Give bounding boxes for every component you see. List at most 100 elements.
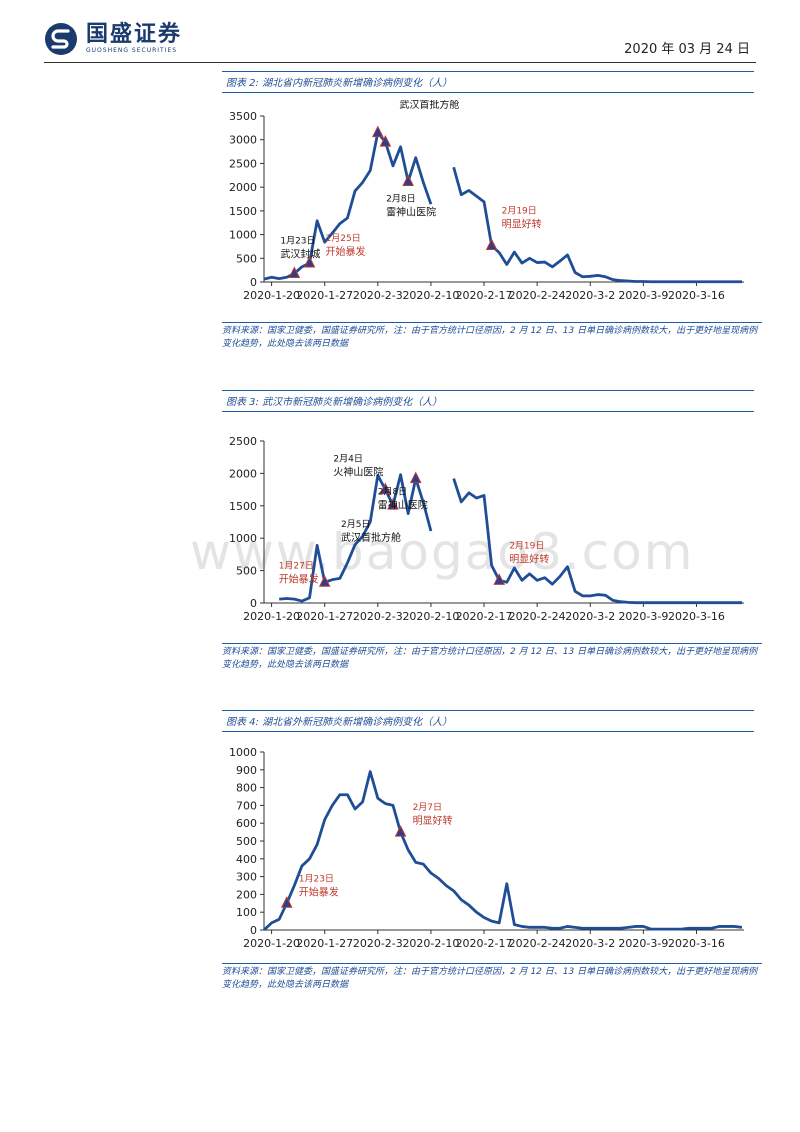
y-tick-label: 500	[236, 565, 257, 578]
company-logo: 国盛证券 GUOSHENG SECURITIES	[44, 22, 182, 56]
annotation-label: 武汉首批方舱	[341, 531, 401, 544]
x-tick-label: 2020-3-9	[618, 610, 668, 623]
y-tick-label: 600	[236, 817, 257, 830]
x-tick-label: 2020-2-17	[456, 937, 513, 950]
y-tick-label: 0	[250, 924, 257, 937]
y-tick-label: 2500	[229, 435, 257, 448]
y-tick-label: 2000	[229, 181, 257, 194]
y-tick-label: 800	[236, 782, 257, 795]
x-tick-label: 2020-1-20	[243, 937, 300, 950]
guosheng-logo-icon	[45, 23, 77, 55]
y-tick-label: 200	[236, 888, 257, 901]
annotation-label: 2月19日	[502, 205, 537, 216]
event-marker-icon	[379, 482, 392, 495]
annotation-label: 开始暴发	[326, 245, 366, 258]
y-tick-label: 1000	[229, 746, 257, 759]
x-tick-label: 2020-3-16	[668, 937, 725, 950]
x-tick-label: 2020-3-9	[618, 289, 668, 302]
y-tick-label: 900	[236, 764, 257, 777]
series-line	[263, 770, 743, 932]
y-tick-label: 1000	[229, 229, 257, 242]
x-tick-label: 2020-2-24	[509, 610, 566, 623]
x-tick-label: 2020-3-16	[668, 610, 725, 623]
figure-4-caption-box: 图表 4: 湖北省外新冠肺炎新增确诊病例变化（人）	[222, 710, 754, 732]
report-date: 2020 年 03 月 24 日	[624, 42, 750, 57]
hubei-daily-cases-chart: 05001000150020002500300035002020-1-20202…	[229, 100, 744, 302]
y-tick-label: 1000	[229, 532, 257, 545]
x-tick-label: 2020-3-2	[565, 289, 615, 302]
figure-4-source-note: 资料来源：国家卫健委，国盛证券研究所，注：由于官方统计口径原因，2 月 12 日…	[222, 963, 762, 992]
annotation-label: 雷神山医院	[386, 205, 436, 218]
annotation-label: 明显好转	[509, 552, 549, 565]
x-tick-label: 2020-3-9	[618, 937, 668, 950]
event-marker-icon	[280, 896, 293, 908]
page-header: 国盛证券 GUOSHENG SECURITIES 2020 年 03 月 24 …	[0, 0, 800, 70]
y-tick-label: 100	[236, 906, 257, 919]
annotation-label: 2月7日	[413, 802, 442, 813]
annotation-label: 雷神山医院	[378, 499, 428, 512]
event-marker-icon	[493, 573, 506, 585]
series-line	[279, 473, 433, 603]
x-tick-label: 2020-1-27	[296, 289, 353, 302]
x-tick-label: 2020-2-3	[353, 610, 403, 623]
event-marker-icon	[372, 125, 384, 138]
annotation-label: 1月23日	[299, 873, 334, 884]
y-tick-label: 3500	[229, 110, 257, 123]
x-tick-label: 2020-2-17	[456, 289, 513, 302]
x-tick-label: 2020-1-27	[296, 610, 353, 623]
y-tick-label: 1500	[229, 205, 257, 218]
figure-2-source-note: 资料来源：国家卫健委，国盛证券研究所，注：由于官方统计口径原因，2 月 12 日…	[222, 322, 762, 351]
x-tick-label: 2020-3-2	[565, 610, 615, 623]
y-tick-label: 0	[250, 597, 257, 610]
series-line	[452, 166, 742, 284]
outside-hubei-daily-cases-chart: 0 100 200 300 400 500 600 700 800 900 1000 2020-1-2…	[229, 746, 744, 950]
logo-english-text: GUOSHENG SECURITIES	[86, 47, 178, 54]
x-tick-label: 2020-2-24	[509, 937, 566, 950]
event-marker-icon	[394, 824, 407, 837]
y-tick-label: 2500	[229, 157, 257, 170]
y-tick-label: 1500	[229, 500, 257, 513]
x-tick-label: 2020-2-17	[456, 610, 513, 623]
y-tick-label: 2000	[229, 467, 257, 480]
y-tick-label: 700	[236, 799, 257, 812]
annotation-label: 开始暴发	[279, 572, 319, 585]
annotation-label: 2月4日	[333, 454, 362, 465]
header-divider	[44, 62, 756, 63]
event-marker-icon	[318, 575, 331, 587]
annotation-label: 1月23日	[280, 235, 315, 246]
annotation-label: 火神山医院	[333, 466, 383, 479]
logo-chinese-text: 国盛证券	[86, 22, 183, 47]
figure-2-caption-box: 图表 2: 湖北省内新冠肺炎新增确诊病例变化（人）	[222, 71, 754, 93]
y-tick-label: 0	[250, 276, 257, 289]
annotation-label: 2月8日	[386, 193, 415, 204]
annotation-label: 2月5日	[341, 519, 370, 530]
x-tick-label: 2020-2-3	[353, 289, 403, 302]
figure-3-caption-box: 图表 3: 武汉市新冠肺炎新增确诊病例变化（人）	[222, 390, 754, 412]
event-marker-icon	[379, 134, 392, 147]
annotation-label: 2月8日	[378, 487, 407, 498]
event-marker-icon	[409, 471, 422, 484]
event-marker-icon	[288, 266, 301, 278]
annotation-label: 明显好转	[502, 217, 542, 230]
event-marker-icon	[485, 238, 498, 250]
event-marker-icon	[402, 174, 414, 186]
event-marker-icon	[387, 498, 399, 510]
x-tick-label: 2020-3-16	[668, 289, 725, 302]
x-tick-label: 2020-2-10	[402, 937, 459, 950]
y-tick-label: 300	[236, 871, 257, 884]
y-tick-label: 400	[236, 853, 257, 866]
annotation-label: 2月19日	[509, 540, 544, 551]
annotation-label: 1月27日	[279, 560, 314, 571]
annotation-label: 明显好转	[413, 814, 453, 827]
figure-2-caption: 图表 2: 湖北省内新冠肺炎新增确诊病例变化（人）	[226, 78, 453, 89]
y-tick-label: 500	[236, 835, 257, 848]
x-tick-label: 2020-2-3	[353, 937, 403, 950]
x-tick-label: 2020-1-20	[243, 610, 300, 623]
y-tick-label: 3000	[229, 134, 257, 147]
x-tick-label: 2020-3-2	[565, 937, 615, 950]
figure-3-source-note: 资料来源：国家卫健委，国盛证券研究所，注：由于官方统计口径原因，2 月 12 日…	[222, 643, 762, 672]
event-marker-icon	[303, 255, 316, 268]
annotation-label: 武汉封城	[280, 247, 320, 260]
x-tick-label: 2020-2-10	[402, 610, 459, 623]
